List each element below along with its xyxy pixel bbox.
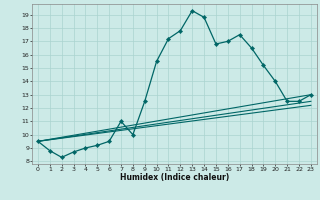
- X-axis label: Humidex (Indice chaleur): Humidex (Indice chaleur): [120, 173, 229, 182]
